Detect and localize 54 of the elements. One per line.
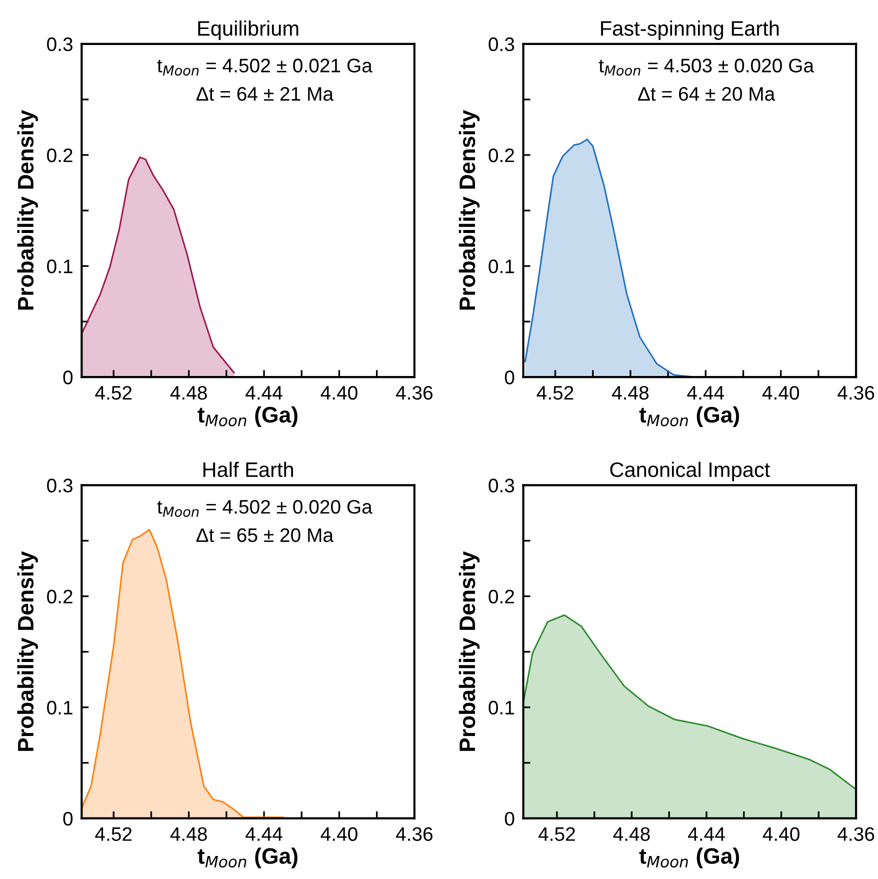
x-tick-label: 4.44 <box>688 827 725 841</box>
y-axis-title: Probability Density <box>458 110 480 310</box>
y-tick-label: 0.2 <box>47 590 72 604</box>
annotation: t$_{Moon}$ = 4.502 ± 0.020 Ga <box>157 500 372 517</box>
x-tick-label: 4.40 <box>320 386 358 400</box>
annotation: Δt = 64 ± 20 Ma <box>638 87 776 101</box>
y-tick-label: 0.3 <box>488 478 514 492</box>
x-tick-label: 4.48 <box>612 386 649 400</box>
annotation: Δt = 65 ± 20 Ma <box>196 528 334 542</box>
y-tick-label: 0.1 <box>47 260 72 274</box>
y-tick-label: 0.1 <box>488 700 514 715</box>
x-tick-label: 4.44 <box>246 386 282 400</box>
y-axis-title: Probability Density <box>17 110 38 310</box>
y-tick-label: 0.2 <box>47 148 72 162</box>
x-tick-label: 4.48 <box>170 386 207 400</box>
y-tick-label: 0.3 <box>488 37 514 52</box>
y-tick-label: 0.3 <box>47 37 72 52</box>
annotation: t$_{Moon}$ = 4.503 ± 0.020 Ga <box>598 58 814 76</box>
y-tick-label: 0 <box>504 370 514 384</box>
x-tick-label: 4.52 <box>95 386 132 400</box>
y-tick-label: 0 <box>63 370 73 384</box>
y-tick-label: 0.1 <box>488 260 514 274</box>
x-tick-label: 4.40 <box>320 827 358 841</box>
y-tick-label: 0.2 <box>488 148 514 162</box>
x-axis-title: t$_{Moon}$ (Ga) <box>639 848 740 868</box>
y-tick-label: 0.2 <box>488 590 514 604</box>
x-tick-label: 4.44 <box>687 386 724 400</box>
y-tick-label: 0.1 <box>47 700 72 715</box>
y-tick-label: 0.3 <box>47 478 72 492</box>
chart-title: Canonical Impact <box>610 462 770 482</box>
x-tick-label: 4.36 <box>396 827 432 841</box>
x-tick-label: 4.48 <box>613 827 650 841</box>
x-tick-label: 4.40 <box>762 827 800 841</box>
x-axis-title: t$_{Moon}$ (Ga) <box>639 406 740 428</box>
x-tick-label: 4.52 <box>538 827 575 841</box>
x-tick-label: 4.44 <box>246 827 282 841</box>
x-tick-label: 4.52 <box>536 386 574 400</box>
annotation: Δt = 64 ± 21 Ma <box>196 87 334 101</box>
y-tick-label: 0 <box>504 812 514 826</box>
chart-title: Half Earth <box>203 462 293 478</box>
x-tick-label: 4.36 <box>838 386 874 400</box>
chart-title: Fast-spinning Earth <box>601 20 779 40</box>
x-tick-label: 4.52 <box>95 827 132 841</box>
x-tick-label: 4.48 <box>170 827 207 841</box>
x-tick-label: 4.36 <box>396 386 432 400</box>
y-axis-title: Probability Density <box>458 551 480 751</box>
chart-title: Equilibrium <box>198 20 298 40</box>
x-tick-label: 4.36 <box>838 827 874 841</box>
y-axis-title: Probability Density <box>17 551 38 751</box>
x-tick-label: 4.40 <box>762 386 800 400</box>
annotation: t$_{Moon}$ = 4.502 ± 0.021 Ga <box>157 58 372 76</box>
x-axis-title: t$_{Moon}$ (Ga) <box>198 406 298 428</box>
x-axis-title: t$_{Moon}$ (Ga) <box>198 848 298 868</box>
y-tick-label: 0 <box>63 812 73 826</box>
